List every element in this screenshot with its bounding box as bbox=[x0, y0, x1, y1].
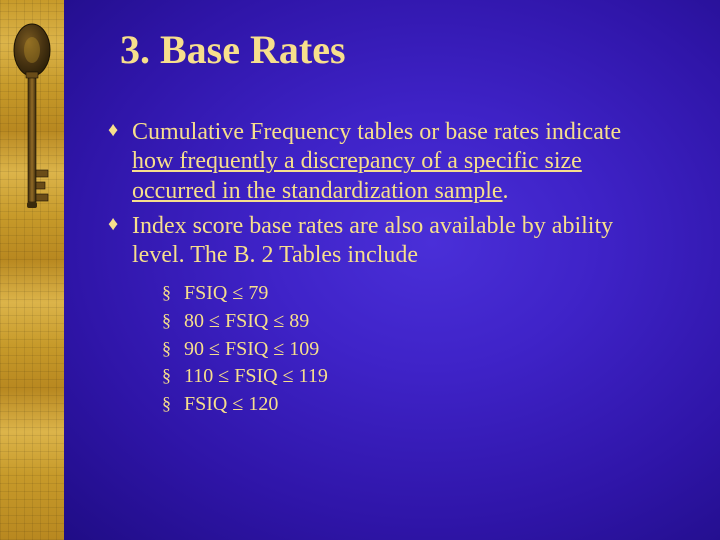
bullet-text-underlined: how frequently a discrepancy of a specif… bbox=[132, 148, 582, 203]
bullet-text-prefix: Cumulative Frequency tables or base rate… bbox=[132, 119, 621, 145]
sub-bullet-item: FSIQ ≤ 120 bbox=[162, 391, 668, 419]
sub-bullet-item: 110 ≤ FSIQ ≤ 119 bbox=[162, 363, 668, 391]
bullet-item: Index score base rates are also availabl… bbox=[108, 212, 668, 271]
sub-bullet-item: FSIQ ≤ 79 bbox=[162, 280, 668, 308]
sub-bullet-list: FSIQ ≤ 79 80 ≤ FSIQ ≤ 89 90 ≤ FSIQ ≤ 109… bbox=[162, 280, 668, 418]
key-icon bbox=[12, 20, 52, 220]
bullet-item: Cumulative Frequency tables or base rate… bbox=[108, 118, 668, 206]
slide: 3. Base Rates Cumulative Frequency table… bbox=[0, 0, 720, 540]
bullet-text-prefix: Index score base rates are also availabl… bbox=[132, 213, 613, 268]
slide-body: Cumulative Frequency tables or base rate… bbox=[108, 118, 668, 418]
sub-bullet-item: 90 ≤ FSIQ ≤ 109 bbox=[162, 336, 668, 364]
bullet-text-suffix: . bbox=[503, 178, 509, 204]
sub-bullet-item: 80 ≤ FSIQ ≤ 89 bbox=[162, 308, 668, 336]
slide-title: 3. Base Rates bbox=[120, 26, 346, 73]
main-bullet-list: Cumulative Frequency tables or base rate… bbox=[108, 118, 668, 270]
